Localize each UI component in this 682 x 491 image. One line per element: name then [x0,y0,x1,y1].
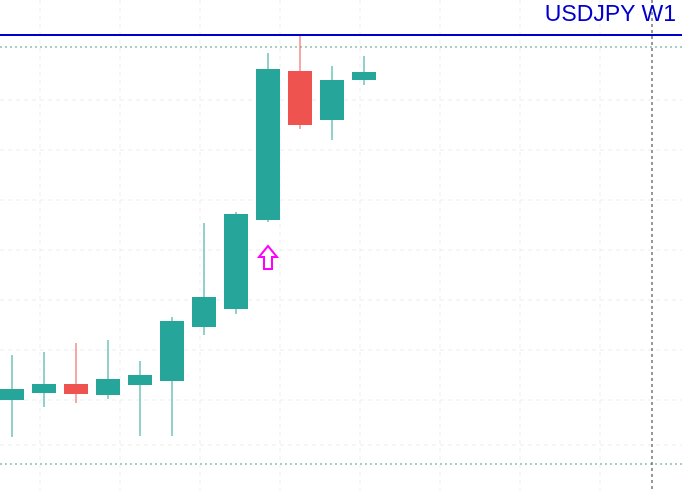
candle-body [352,72,376,80]
candle-body [0,389,24,400]
candle-body [288,71,312,125]
candle-body [32,384,56,393]
candle-body [224,214,248,309]
candle-body [160,321,184,381]
candle-body [96,379,120,395]
buy-arrow [256,244,280,270]
candle-body [128,375,152,385]
candle-body [64,384,88,394]
candle-body [192,297,216,327]
chart-title: USDJPY W1 [545,0,676,26]
candle-body [256,69,280,220]
candle-body [320,80,344,120]
